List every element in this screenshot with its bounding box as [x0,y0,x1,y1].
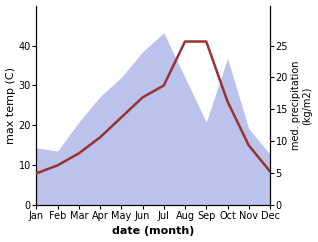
X-axis label: date (month): date (month) [112,227,194,236]
Y-axis label: max temp (C): max temp (C) [5,67,16,144]
Y-axis label: med. precipitation
(kg/m2): med. precipitation (kg/m2) [291,61,313,150]
